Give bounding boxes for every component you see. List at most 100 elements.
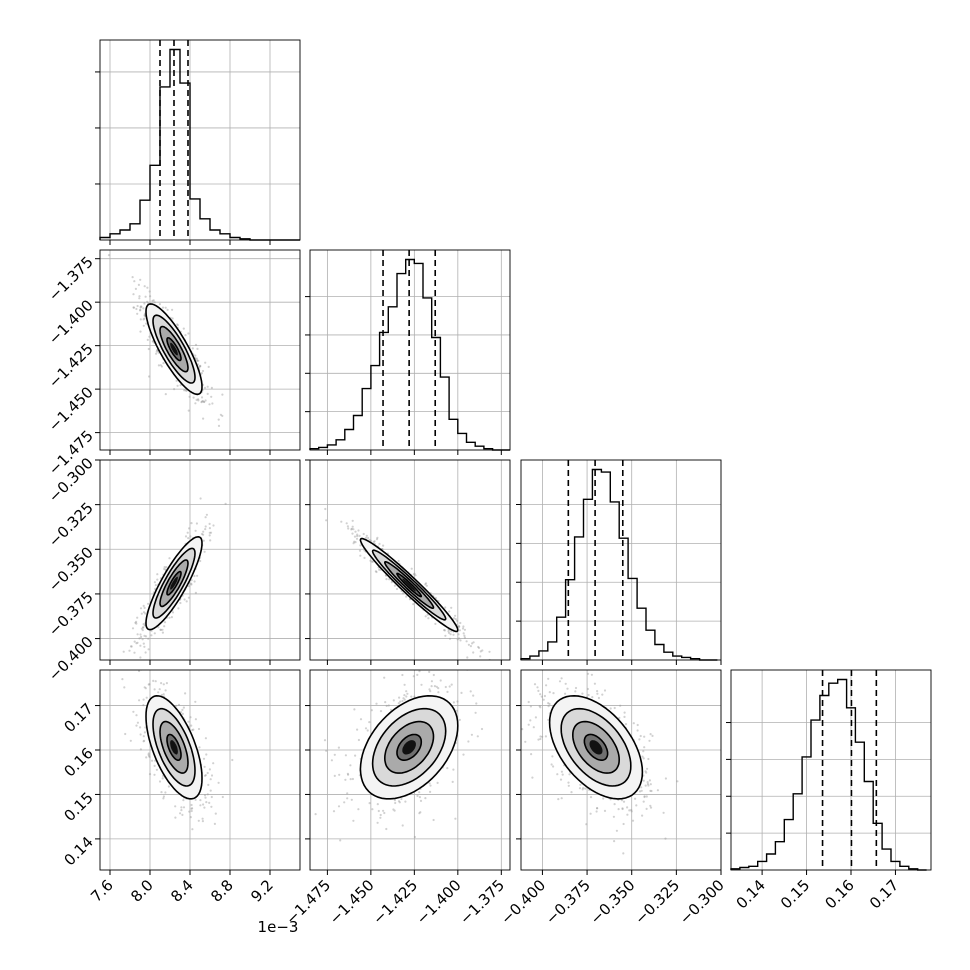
density-peak bbox=[589, 740, 603, 755]
sample-point bbox=[197, 398, 200, 401]
sample-point bbox=[179, 711, 183, 714]
sample-point bbox=[200, 372, 203, 375]
sample-point bbox=[180, 809, 183, 812]
sample-point bbox=[650, 789, 653, 793]
sample-point bbox=[139, 306, 142, 309]
sample-point bbox=[644, 784, 647, 787]
contour-line bbox=[166, 570, 182, 596]
sample-point bbox=[414, 574, 417, 577]
sample-point bbox=[662, 811, 665, 814]
sample-point bbox=[450, 606, 453, 609]
sample-point bbox=[136, 616, 139, 619]
sample-point bbox=[469, 690, 472, 693]
sample-point bbox=[142, 626, 145, 629]
panel-border bbox=[99, 39, 301, 241]
sample-point bbox=[371, 560, 374, 563]
sample-point bbox=[209, 531, 213, 534]
sample-point bbox=[146, 286, 149, 289]
sample-point bbox=[143, 285, 146, 288]
sample-point bbox=[404, 800, 407, 803]
contour-line bbox=[371, 549, 447, 621]
sample-point bbox=[171, 317, 174, 320]
sample-point bbox=[375, 570, 378, 574]
sample-point bbox=[136, 721, 139, 724]
contour-line bbox=[159, 325, 189, 373]
sample-point bbox=[596, 690, 599, 693]
contour-line bbox=[396, 733, 423, 761]
sample-point bbox=[161, 777, 164, 780]
sample-point bbox=[649, 733, 652, 736]
sample-point bbox=[448, 637, 452, 640]
sample-point bbox=[448, 610, 451, 613]
sample-point bbox=[533, 683, 537, 686]
sample-point bbox=[676, 780, 679, 783]
sample-point bbox=[140, 612, 143, 615]
sample-point bbox=[174, 805, 177, 808]
sample-point bbox=[428, 782, 431, 785]
sample-point bbox=[325, 749, 328, 752]
sample-point bbox=[201, 369, 205, 373]
sample-point bbox=[156, 573, 159, 576]
sample-point bbox=[365, 534, 368, 537]
sample-point bbox=[185, 600, 188, 603]
sample-point bbox=[449, 633, 452, 636]
sample-point bbox=[452, 701, 455, 704]
sample-point bbox=[144, 635, 148, 638]
sample-point bbox=[142, 611, 146, 614]
contour-line bbox=[145, 303, 203, 396]
sample-point bbox=[181, 712, 184, 716]
sample-point bbox=[139, 633, 142, 636]
sample-point bbox=[450, 683, 453, 686]
sample-point bbox=[560, 677, 563, 680]
sample-point bbox=[435, 685, 438, 688]
density-layer bbox=[314, 670, 484, 842]
sample-point bbox=[368, 538, 371, 542]
sample-point bbox=[160, 693, 163, 697]
sample-point bbox=[138, 699, 141, 702]
contour-line bbox=[152, 314, 196, 384]
sample-point bbox=[324, 507, 327, 511]
sample-point bbox=[143, 606, 146, 610]
sample-point bbox=[393, 584, 396, 587]
sample-point bbox=[203, 550, 206, 553]
sample-point bbox=[202, 533, 205, 536]
sample-point bbox=[203, 765, 206, 768]
sample-point bbox=[210, 805, 213, 808]
sample-point bbox=[649, 783, 652, 786]
sample-point bbox=[160, 791, 163, 794]
sample-point bbox=[641, 755, 644, 758]
sample-point bbox=[358, 534, 361, 538]
sample-point bbox=[157, 691, 160, 694]
sample-point bbox=[537, 738, 540, 741]
sample-point bbox=[419, 799, 423, 803]
sample-point bbox=[210, 386, 213, 389]
sample-point bbox=[424, 797, 427, 800]
sample-point bbox=[374, 570, 377, 573]
contour-line bbox=[548, 694, 644, 800]
sample-point bbox=[205, 801, 208, 804]
sample-point bbox=[157, 364, 160, 367]
sample-point bbox=[351, 777, 354, 781]
sample-point bbox=[138, 295, 141, 298]
sample-point bbox=[539, 735, 542, 738]
sample-point bbox=[187, 596, 190, 599]
density-peak bbox=[402, 578, 416, 592]
sample-point bbox=[162, 797, 165, 800]
sample-point bbox=[354, 530, 357, 533]
sample-point bbox=[371, 560, 374, 563]
sample-point bbox=[191, 729, 194, 732]
sample-point bbox=[597, 696, 601, 700]
sample-point bbox=[591, 696, 594, 699]
sample-point bbox=[351, 525, 354, 528]
sample-point bbox=[355, 537, 359, 540]
sample-point bbox=[488, 650, 491, 653]
sample-point bbox=[150, 634, 153, 637]
sample-point bbox=[202, 803, 205, 806]
contour-line bbox=[159, 720, 189, 774]
density-layer bbox=[521, 672, 679, 855]
histogram-panel-1 bbox=[305, 249, 511, 455]
sample-point bbox=[405, 690, 408, 693]
sample-point bbox=[347, 527, 350, 530]
sample-point bbox=[459, 639, 462, 642]
sample-point bbox=[190, 809, 193, 813]
